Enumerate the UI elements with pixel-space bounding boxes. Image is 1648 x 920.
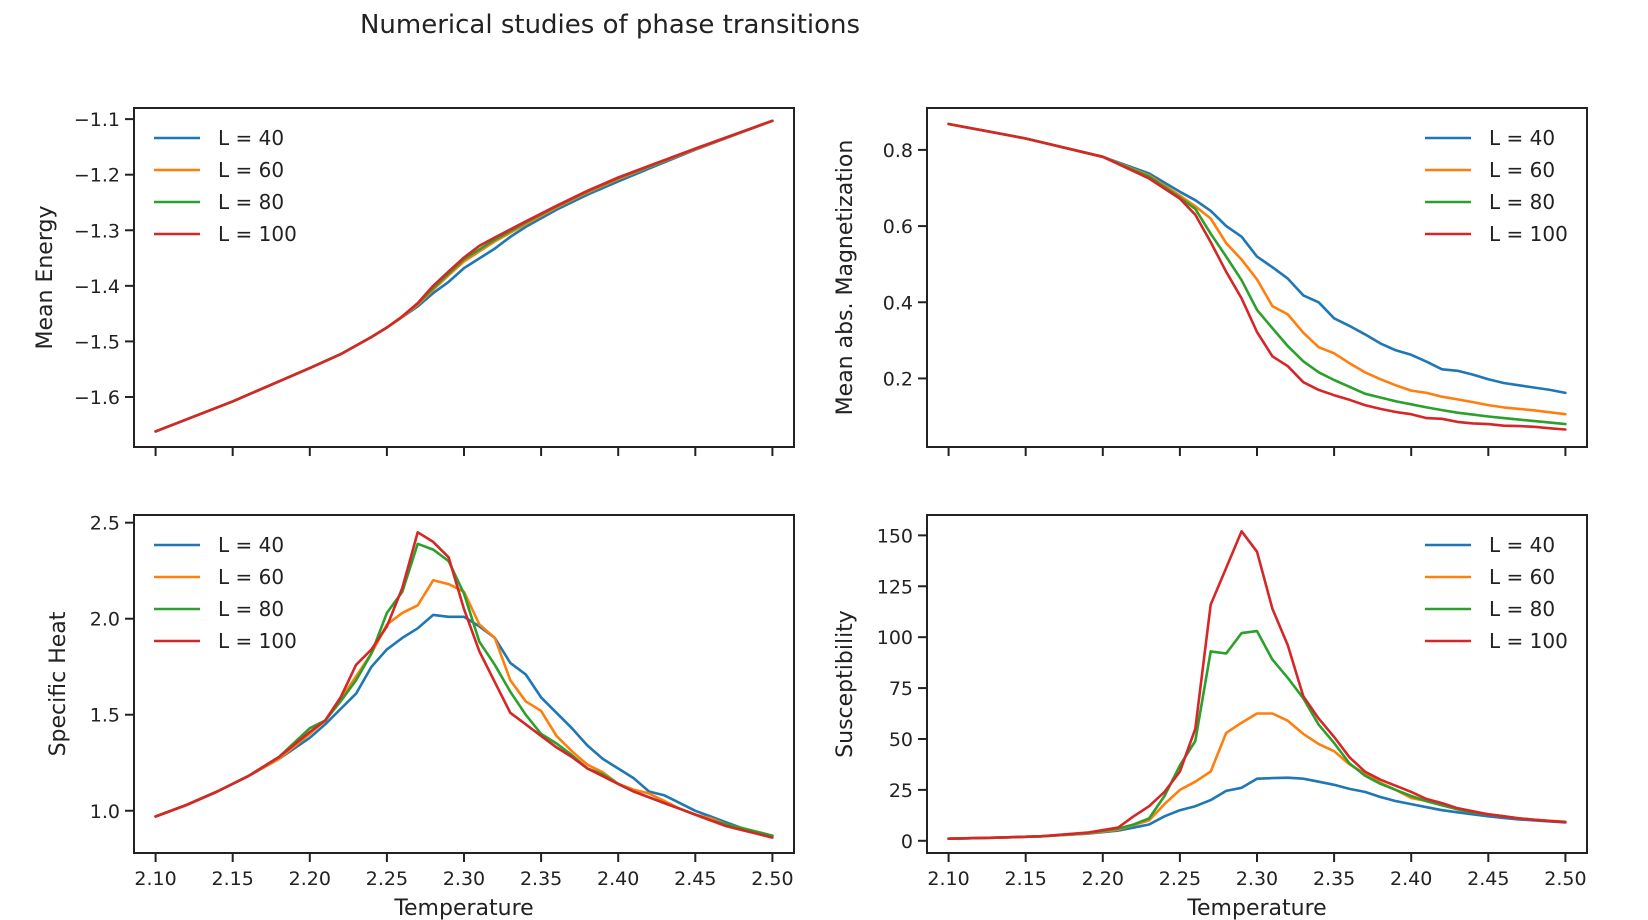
y-tick-label: 1.5: [90, 705, 120, 727]
x-tick-label: 2.35: [520, 868, 562, 890]
legend: L = 40 L = 60 L = 80 L = 100: [1425, 126, 1568, 246]
x-tick-label: 2.25: [366, 868, 408, 890]
legend-label: L = 40: [1489, 533, 1555, 557]
series-line-L40: [154, 613, 774, 838]
x-tick-label: 2.50: [1544, 868, 1586, 890]
x-tick-label: 2.35: [1313, 868, 1355, 890]
y-tick-label: 0.8: [883, 140, 913, 162]
subplot-1: −1.6 −1.5 −1.4 −1.3 −1.2 −1.1 Mean Energy L = 4…: [33, 107, 795, 456]
x-tick-label: 2.50: [751, 868, 793, 890]
series-line-L100: [154, 530, 774, 839]
legend: L = 40 L = 60 L = 80 L = 100: [154, 533, 297, 653]
x-tick-label: 2.20: [289, 868, 331, 890]
y-tick-label: 0.2: [883, 368, 913, 390]
y-axis-label: Mean Energy: [33, 206, 58, 350]
x-tick-label: 2.30: [443, 868, 485, 890]
series-line-L100: [947, 122, 1567, 431]
legend-label: L = 80: [218, 597, 284, 621]
x-tick-label: 2.30: [1236, 868, 1278, 890]
legend-label: L = 100: [218, 629, 297, 653]
legend-label: L = 40: [218, 126, 284, 150]
legend-label: L = 80: [218, 190, 284, 214]
y-axis-label: Susceptibility: [833, 610, 858, 758]
series-group: [947, 122, 1567, 431]
y-tick-label: 50: [889, 729, 913, 751]
series-line-L100: [947, 529, 1567, 841]
legend-label: L = 80: [1489, 597, 1555, 621]
y-tick-label: 0.6: [883, 216, 913, 238]
y-tick-label: 2.5: [90, 513, 120, 535]
legend: L = 40 L = 60 L = 80 L = 100: [154, 126, 297, 246]
y-tick-label: −1.5: [74, 331, 120, 353]
legend-label: L = 100: [1489, 629, 1568, 653]
series-line-L100: [154, 119, 774, 433]
x-tick-label: 2.20: [1082, 868, 1124, 890]
x-tick-label: 2.45: [1467, 868, 1509, 890]
subplot-3: 2.10 2.15 2.20 2.25 2.30 2.35 2.40 2.45 2.50 1.0 1…: [46, 513, 795, 920]
legend-label: L = 60: [218, 158, 284, 182]
x-tick-label: 2.40: [1390, 868, 1432, 890]
y-tick-label: 1.0: [90, 801, 120, 823]
series-line-L40: [947, 122, 1567, 395]
legend-label: L = 40: [1489, 126, 1555, 150]
series-group: [154, 119, 774, 433]
legend-label: L = 80: [1489, 190, 1555, 214]
x-tick-label: 2.10: [134, 868, 176, 890]
series-line-L60: [947, 122, 1567, 416]
legend-label: L = 40: [218, 533, 284, 557]
y-tick-label: 25: [889, 780, 913, 802]
x-tick-label: 2.45: [674, 868, 716, 890]
y-tick-label: −1.4: [74, 276, 120, 298]
y-tick-label: 2.0: [90, 609, 120, 631]
subplot-2: 0.2 0.4 0.6 0.8 Mean abs. Magnetization L = 4…: [833, 107, 1588, 456]
y-axis-label: Specific Heat: [46, 611, 71, 756]
legend-label: L = 100: [1489, 222, 1568, 246]
legend: L = 40 L = 60 L = 80 L = 100: [1425, 533, 1568, 653]
legend-label: L = 60: [1489, 565, 1555, 589]
x-tick-label: 2.40: [597, 868, 639, 890]
series-group: [154, 530, 774, 839]
series-group: [947, 529, 1567, 841]
figure-title: Numerical studies of phase transitions: [360, 10, 860, 40]
legend-label: L = 60: [1489, 158, 1555, 182]
y-tick-label: 100: [877, 627, 913, 649]
legend-label: L = 60: [218, 565, 284, 589]
x-axis-label: Temperature: [1186, 896, 1326, 920]
y-tick-label: 150: [877, 525, 913, 547]
subplot-4: 2.10 2.15 2.20 2.25 2.30 2.35 2.40 2.45 2.50 0 25 5…: [833, 514, 1588, 920]
y-tick-label: −1.3: [74, 220, 120, 242]
y-axis-label: Mean abs. Magnetization: [833, 140, 858, 416]
y-tick-label: 0: [901, 831, 913, 853]
series-line-L80: [947, 122, 1567, 426]
y-tick-label: 0.4: [883, 292, 913, 314]
x-axis-label: Temperature: [393, 896, 533, 920]
series-line-L40: [947, 776, 1567, 841]
y-tick-label: −1.2: [74, 165, 120, 187]
y-tick-label: 75: [889, 678, 913, 700]
y-tick-label: 125: [877, 576, 913, 598]
x-tick-label: 2.10: [927, 868, 969, 890]
x-tick-label: 2.15: [1005, 868, 1047, 890]
y-tick-label: −1.6: [74, 387, 120, 409]
legend-label: L = 100: [218, 222, 297, 246]
y-tick-label: −1.1: [74, 109, 120, 131]
x-tick-label: 2.15: [212, 868, 254, 890]
x-tick-label: 2.25: [1159, 868, 1201, 890]
